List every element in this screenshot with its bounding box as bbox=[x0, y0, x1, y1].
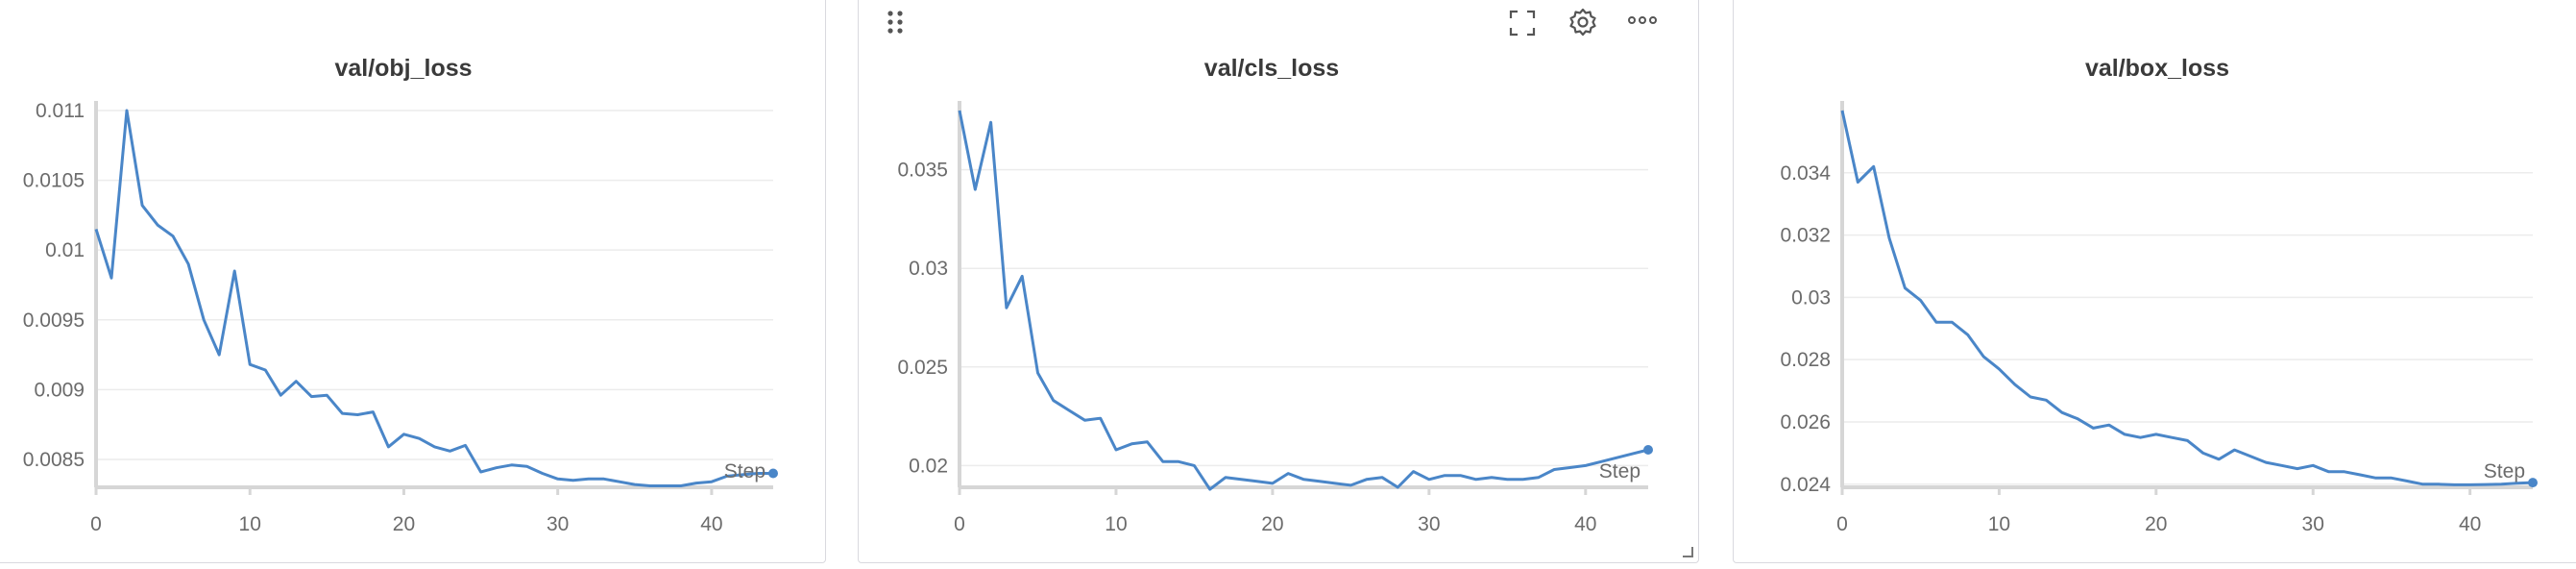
x-axis-label: Step bbox=[1599, 460, 1640, 482]
x-tick-label: 40 bbox=[700, 513, 722, 535]
series-line-cls-loss bbox=[958, 110, 1649, 491]
last-point-marker bbox=[1643, 445, 1653, 456]
chart-panel-box-loss: val/box_loss 0.034 0.032 0.03 0.028 0.026 0.02… bbox=[1733, 0, 2576, 563]
y-tick-label: 0.026 bbox=[1780, 411, 1831, 433]
series-line-box-loss bbox=[1840, 110, 2534, 486]
x-tick-label: 40 bbox=[1574, 513, 1596, 535]
x-tick-label: 20 bbox=[393, 513, 415, 535]
chart-panel-cls-loss: val/cls_loss 0.035 0.03 0.025 0.02 0 10 20 30 40 S… bbox=[858, 0, 1699, 563]
chart-title: val/obj_loss bbox=[334, 55, 472, 82]
last-point-marker bbox=[2528, 478, 2538, 488]
y-tick-label: 0.02 bbox=[909, 455, 948, 477]
x-tick-label: 30 bbox=[547, 513, 569, 535]
chart-title: val/cls_loss bbox=[1204, 55, 1339, 82]
x-axis-label: Step bbox=[2484, 460, 2525, 482]
x-tick-label: 20 bbox=[2145, 513, 2167, 535]
y-tick-label: 0.028 bbox=[1780, 349, 1831, 371]
y-tick-label: 0.01 bbox=[45, 239, 85, 261]
y-tick-label: 0.032 bbox=[1780, 225, 1831, 247]
x-tick-label: 40 bbox=[2459, 513, 2481, 535]
x-tick-label: 0 bbox=[954, 513, 965, 535]
y-tick-label: 0.035 bbox=[897, 160, 948, 182]
resize-corner-icon[interactable] bbox=[1681, 545, 1694, 558]
y-tick-label: 0.03 bbox=[1791, 286, 1831, 309]
x-tick-label: 0 bbox=[90, 513, 102, 535]
x-tick-label: 20 bbox=[1261, 513, 1283, 535]
y-tick-label: 0.025 bbox=[897, 357, 948, 379]
y-tick-label: 0.009 bbox=[34, 379, 85, 401]
y-tick-label: 0.011 bbox=[36, 100, 85, 122]
x-tick-label: 10 bbox=[1105, 513, 1127, 535]
y-tick-label: 0.03 bbox=[909, 258, 948, 280]
more-icon[interactable] bbox=[1627, 11, 1658, 30]
chart-panel-obj-loss: val/obj_loss 0.011 0.0105 0.01 0.0095 0.009 0.… bbox=[0, 0, 826, 563]
y-tick-label: 0.034 bbox=[1780, 162, 1831, 185]
y-tick-label: 0.024 bbox=[1780, 474, 1831, 496]
x-tick-label: 10 bbox=[1988, 513, 2010, 535]
chart-cls-loss: val/cls_loss 0.035 0.03 0.025 0.02 0 10 20 30 40 S… bbox=[897, 55, 1653, 535]
x-tick-label: 30 bbox=[1418, 513, 1440, 535]
chart-obj-loss: val/obj_loss 0.011 0.0105 0.01 0.0095 0.009 0.… bbox=[23, 55, 778, 535]
chart-box-loss: val/box_loss 0.034 0.032 0.03 0.028 0.026 0.02… bbox=[1780, 55, 2538, 535]
fullscreen-icon[interactable] bbox=[1508, 9, 1537, 37]
y-tick-label: 0.0105 bbox=[23, 170, 85, 192]
y-tick-label: 0.0095 bbox=[23, 309, 85, 332]
series-line-obj-loss bbox=[94, 109, 773, 487]
last-point-marker bbox=[768, 468, 778, 479]
chart-title: val/box_loss bbox=[2085, 55, 2229, 82]
x-tick-label: 0 bbox=[1836, 513, 1848, 535]
x-tick-label: 10 bbox=[239, 513, 261, 535]
y-tick-label: 0.0085 bbox=[23, 449, 85, 471]
x-axis-label: Step bbox=[724, 460, 766, 482]
gear-icon[interactable] bbox=[1567, 7, 1598, 37]
x-tick-label: 30 bbox=[2302, 513, 2324, 535]
drag-handle-icon[interactable] bbox=[886, 9, 909, 36]
